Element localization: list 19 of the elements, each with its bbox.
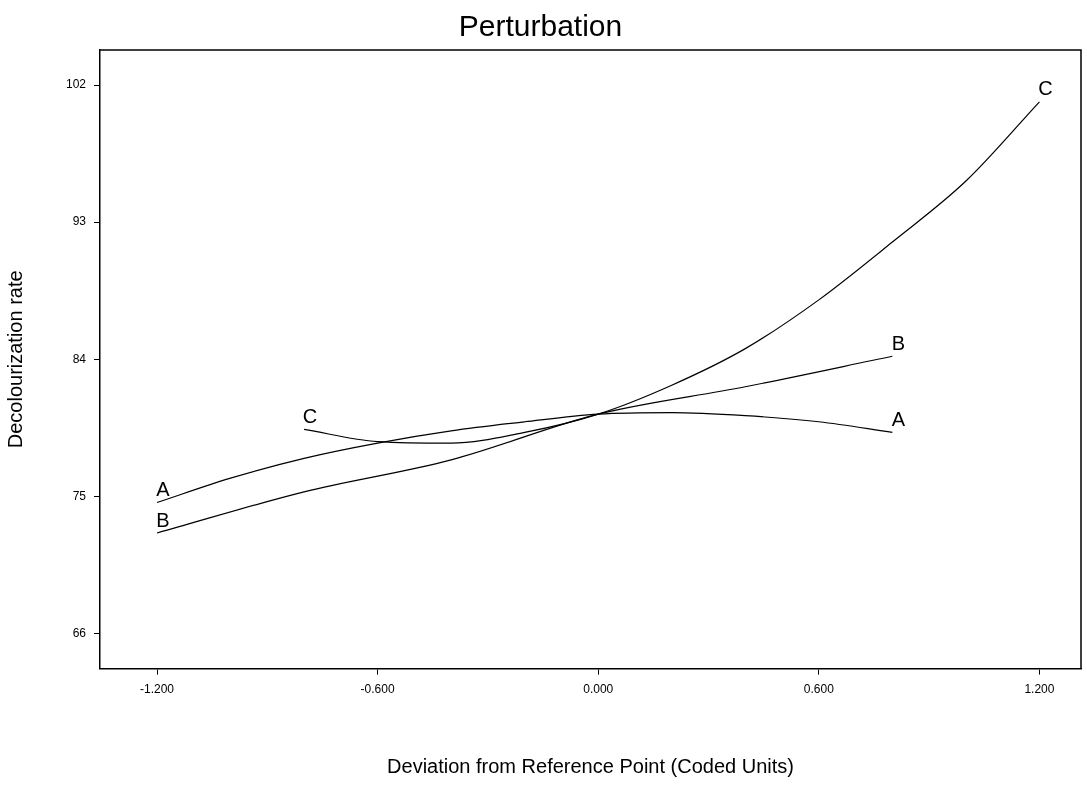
x-axis-title: Deviation from Reference Point (Coded Units) bbox=[387, 754, 794, 777]
chart-title: Perturbation bbox=[458, 9, 623, 43]
y-tick-label: 84 bbox=[72, 351, 87, 366]
y-tick-label: 102 bbox=[65, 77, 87, 92]
text: C bbox=[302, 404, 318, 427]
y-tick-label: 93 bbox=[72, 214, 87, 229]
x-tick-label: -0.600 bbox=[360, 682, 395, 697]
text: A bbox=[891, 407, 906, 430]
text: B bbox=[891, 331, 906, 354]
y-tick-label: 75 bbox=[72, 488, 87, 503]
series-label: A bbox=[156, 478, 171, 501]
x-tick-label: 0.600 bbox=[803, 682, 835, 697]
x-tick-label: 0.000 bbox=[583, 682, 614, 697]
y-axis-title: Decolourization rate bbox=[3, 270, 26, 449]
x-tick-label: -1.200 bbox=[140, 682, 175, 697]
series-label: B bbox=[156, 508, 170, 531]
x-tick-label: 1.200 bbox=[1024, 682, 1055, 697]
y-tick-label: 66 bbox=[72, 625, 87, 640]
series-label: C bbox=[1038, 77, 1053, 100]
